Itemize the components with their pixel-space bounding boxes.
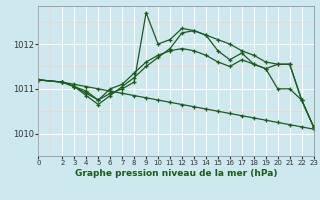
X-axis label: Graphe pression niveau de la mer (hPa): Graphe pression niveau de la mer (hPa)	[75, 169, 277, 178]
